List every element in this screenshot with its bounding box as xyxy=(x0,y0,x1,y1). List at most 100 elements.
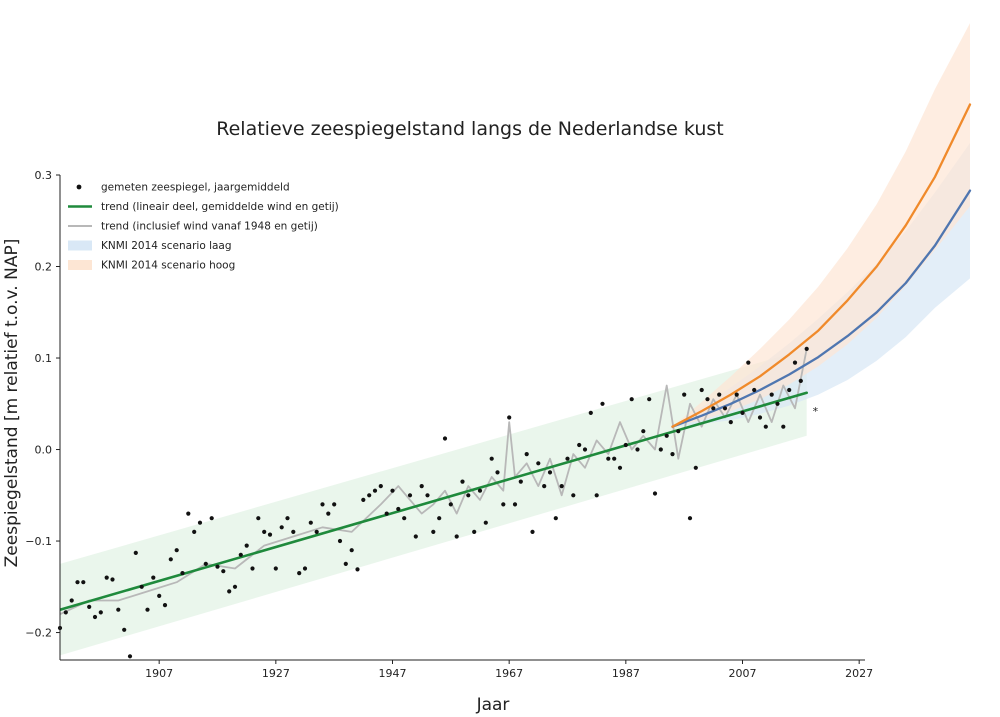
data-point xyxy=(676,429,681,434)
legend-item-trend-wind: trend (inclusief wind vanaf 1948 en geti… xyxy=(68,221,318,233)
data-point xyxy=(670,452,675,457)
x-tick-label: 1927 xyxy=(262,667,290,680)
data-point xyxy=(740,410,745,415)
data-point xyxy=(151,575,156,580)
data-point xyxy=(507,415,512,420)
data-point xyxy=(489,456,494,461)
data-point xyxy=(133,550,138,556)
legend-label: gemeten zeespiegel, jaargemiddeld xyxy=(101,182,290,194)
legend-item-band-low: KNMI 2014 scenario laag xyxy=(68,240,232,252)
y-tick-label: 0.3 xyxy=(35,169,53,182)
y-axis-label: Zeespiegelstand [m relatief t.o.v. NAP] xyxy=(2,239,22,568)
x-tick-label: 1907 xyxy=(145,667,173,680)
data-point xyxy=(612,456,617,461)
scenario-low-line xyxy=(671,189,972,428)
data-point xyxy=(600,401,605,406)
data-point xyxy=(127,654,133,659)
data-point xyxy=(367,493,372,498)
data-point xyxy=(717,392,722,397)
x-tick-label: 1987 xyxy=(612,667,640,680)
data-point xyxy=(215,564,220,569)
data-point xyxy=(792,360,798,365)
data-point xyxy=(588,410,593,415)
data-point xyxy=(501,502,506,507)
data-point xyxy=(419,484,424,489)
legend-label: KNMI 2014 scenario hoog xyxy=(101,260,235,272)
data-point xyxy=(798,378,803,383)
band-high-area xyxy=(672,23,970,427)
data-point xyxy=(769,392,774,397)
data-point xyxy=(98,610,103,615)
data-point xyxy=(804,346,809,351)
x-tick-label: 2007 xyxy=(729,667,757,680)
legend-label: KNMI 2014 scenario laag xyxy=(101,240,232,252)
legend-item-trend-linear: trend (lineair deel, gemiddelde wind en … xyxy=(68,201,339,213)
y-tick-label: 0.0 xyxy=(35,444,53,457)
data-point xyxy=(320,502,325,507)
data-point xyxy=(390,488,395,493)
data-point xyxy=(425,493,430,498)
annotation-asterisk: * xyxy=(813,405,819,418)
data-point xyxy=(565,456,570,461)
trend-linear-line xyxy=(60,391,808,611)
data-point xyxy=(69,598,74,603)
data-point xyxy=(728,420,733,425)
data-point xyxy=(722,406,728,411)
data-point xyxy=(267,532,273,537)
data-point xyxy=(262,529,267,535)
data-point xyxy=(378,484,383,489)
y-tick-label: 0.2 xyxy=(35,261,53,274)
data-point xyxy=(647,397,652,402)
x-tick-label: 2027 xyxy=(845,667,873,680)
data-point xyxy=(413,534,418,539)
data-point xyxy=(781,424,786,429)
data-point xyxy=(203,561,208,567)
data-point xyxy=(734,392,739,397)
chart-title: Relatieve zeespiegelstand langs de Neder… xyxy=(216,118,723,140)
data-point xyxy=(442,436,448,441)
data-point xyxy=(682,392,687,397)
data-point xyxy=(221,569,226,574)
legend-item-measured: gemeten zeespiegel, jaargemiddeld xyxy=(76,182,290,194)
data-point xyxy=(302,566,308,571)
data-point xyxy=(699,387,704,393)
data-point xyxy=(658,447,663,452)
data-point xyxy=(343,561,348,567)
data-point xyxy=(542,484,547,489)
data-point xyxy=(536,461,541,466)
x-tick-label: 1967 xyxy=(495,667,523,680)
data-point xyxy=(92,614,98,620)
data-point xyxy=(186,511,191,516)
data-point xyxy=(530,529,535,535)
legend-label: trend (inclusief wind vanaf 1948 en geti… xyxy=(101,221,318,233)
data-point xyxy=(746,360,751,365)
data-point xyxy=(372,488,378,493)
data-point xyxy=(110,577,115,582)
data-point xyxy=(402,516,407,521)
data-point xyxy=(355,567,360,572)
data-point xyxy=(763,424,768,429)
legend-item-band-high: KNMI 2014 scenario hoog xyxy=(68,260,235,272)
data-point xyxy=(332,502,337,507)
data-point xyxy=(209,516,214,521)
data-point xyxy=(63,610,68,615)
data-point xyxy=(116,607,121,612)
legend-marker-swatch xyxy=(68,260,92,270)
data-point xyxy=(407,493,413,498)
data-point xyxy=(104,575,109,580)
data-point xyxy=(664,433,669,438)
data-point xyxy=(641,429,646,434)
data-point xyxy=(629,397,634,402)
data-point xyxy=(75,580,80,585)
data-point xyxy=(472,529,477,535)
data-point xyxy=(162,603,168,608)
data-point xyxy=(384,511,389,516)
data-point xyxy=(81,580,86,585)
data-point xyxy=(547,470,553,475)
data-point xyxy=(361,497,366,502)
data-point xyxy=(238,552,243,557)
data-point xyxy=(460,479,465,484)
data-point xyxy=(571,493,576,498)
data-point xyxy=(652,491,658,496)
y-tick-label: 0.1 xyxy=(35,352,53,365)
